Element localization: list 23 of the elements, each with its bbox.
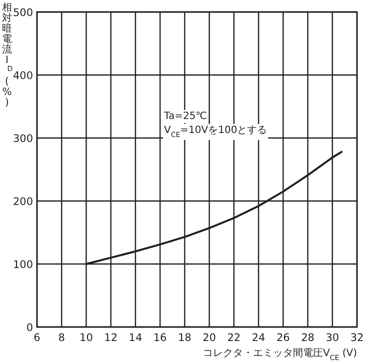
x-tick-label: 32 [350,332,364,344]
y-tick-label: 0 [26,322,33,334]
y-tick-label: 100 [12,259,33,271]
x-tick-label: 18 [178,332,192,344]
annotation: Ta=25℃ [163,111,207,122]
y-tick-label: 500 [12,7,33,19]
x-tick-label: 16 [153,332,168,344]
x-axis-title: コレクタ・エミッタ間電圧V$_{CE}$ (V) [203,348,358,362]
x-tick-label: 10 [80,332,93,344]
x-tick-label: 28 [301,332,314,344]
x-tick-label: 8 [58,332,65,344]
x-tick-label: 6 [34,332,41,344]
y-tick-label: 300 [12,133,33,145]
annotation: V$_{CE}$=10Vを100とする [164,125,268,139]
x-tick-label: 14 [128,332,142,344]
x-tick-label: 20 [202,332,216,344]
x-tick-label: 12 [104,332,118,344]
y-tick-label: 200 [12,196,33,208]
x-tick-label: 24 [252,332,266,344]
x-tick-label: 26 [276,332,290,344]
y-tick-label: 400 [12,70,33,82]
x-tick-label: 22 [227,332,241,344]
x-tick-label: 30 [326,332,340,344]
